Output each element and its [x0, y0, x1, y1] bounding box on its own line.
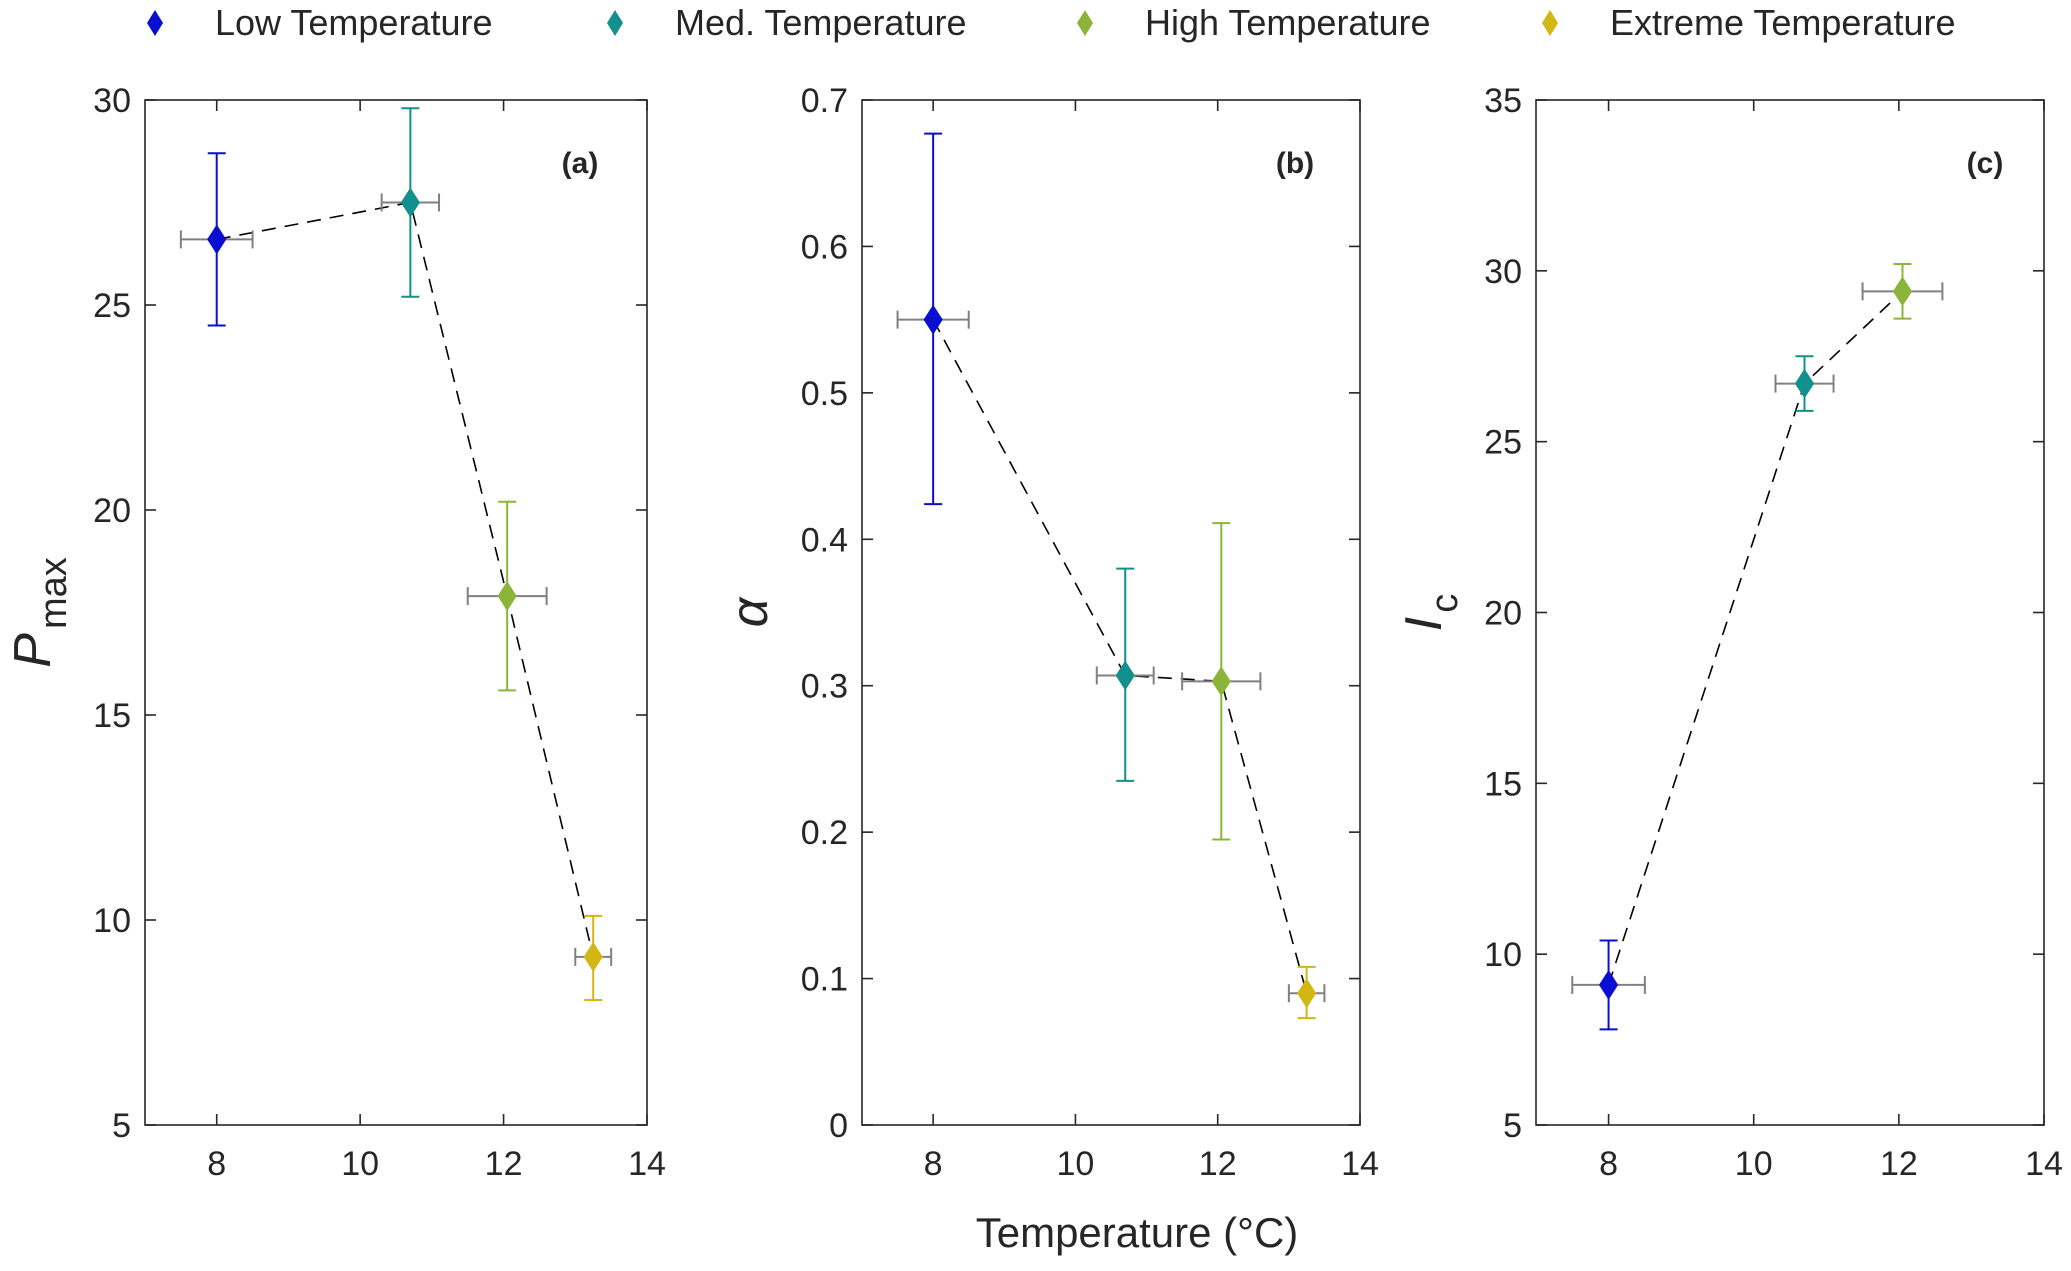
y-tick-label: 0.3 — [801, 668, 848, 706]
y-tick-label: 20 — [93, 492, 131, 530]
x-tick-label: 8 — [924, 1145, 943, 1183]
y-axis-label-sub: max — [33, 557, 75, 629]
chart-panel: 8 10 12 14 5 10 15 20 25 30 35 (c) Ic — [1395, 82, 2063, 1183]
legend: Low Temperature Med. Temperature High Temp… — [147, 2, 1955, 43]
panels: 8 10 12 14 5 10 15 20 25 30 (a) Pmax 8 10 12 14 0 0.1 0.2 0… — [4, 82, 2063, 1183]
legend-label: Extreme Temperature — [1610, 2, 1955, 43]
diamond-marker — [1297, 978, 1317, 1009]
y-tick-label: 0 — [829, 1107, 848, 1145]
legend-label: Med. Temperature — [675, 2, 966, 43]
x-axis-label: Temperature (°C) — [976, 1209, 1299, 1256]
diamond-marker — [497, 581, 517, 612]
diamond-marker — [207, 224, 227, 255]
data-point — [896, 132, 970, 506]
y-axis-label-main: I — [1395, 617, 1453, 631]
y-tick-label: 5 — [1503, 1107, 1522, 1145]
chart-panel: 8 10 12 14 0 0.1 0.2 0.3 0.4 0.5 0.6 0.7 (b) α — [721, 82, 1379, 1183]
legend-marker — [147, 10, 163, 36]
data-point — [1774, 355, 1835, 412]
legend-marker — [1077, 10, 1093, 36]
legend-label: Low Temperature — [215, 2, 493, 43]
diamond-marker — [1892, 276, 1913, 307]
diamond-marker — [923, 304, 943, 335]
data-point — [1861, 263, 1944, 320]
y-axis-label-sub: c — [1424, 594, 1466, 613]
y-tick-label: 20 — [1484, 595, 1522, 633]
data-point — [466, 500, 548, 692]
trend-line — [932, 319, 1308, 994]
y-tick-label: 0.4 — [801, 521, 848, 559]
chart-panel: 8 10 12 14 5 10 15 20 25 30 (a) Pmax — [4, 82, 666, 1183]
y-tick-label: 0.6 — [801, 228, 848, 266]
x-tick-label: 8 — [1599, 1145, 1618, 1183]
diamond-marker — [1794, 368, 1815, 399]
y-axis-label: Pmax — [4, 557, 75, 667]
data-point — [179, 152, 254, 327]
y-tick-label: 25 — [93, 287, 131, 325]
legend-label: High Temperature — [1145, 2, 1431, 43]
diamond-marker — [1598, 969, 1619, 1000]
y-tick-label: 0.5 — [801, 375, 848, 413]
y-tick-label: 15 — [93, 697, 131, 735]
x-tick-label: 10 — [341, 1145, 379, 1183]
y-axis-label-main: P — [4, 633, 62, 668]
diamond-marker — [1211, 666, 1231, 697]
x-tick-label: 12 — [1199, 1145, 1237, 1183]
panel-label: (a) — [562, 147, 599, 180]
trend-line — [1607, 290, 1904, 986]
trend-line — [216, 201, 594, 958]
y-tick-label: 15 — [1484, 765, 1522, 803]
diamond-marker — [1115, 660, 1135, 691]
data-point — [1571, 939, 1646, 1031]
legend-marker — [607, 10, 623, 36]
axes-frame — [1535, 99, 2045, 1126]
y-tick-label: 30 — [1484, 253, 1522, 291]
data-point — [574, 914, 613, 1001]
x-tick-label: 14 — [1341, 1145, 1379, 1183]
x-tick-label: 12 — [485, 1145, 523, 1183]
y-axis-label: Ic — [1395, 594, 1466, 631]
x-tick-label: 8 — [207, 1145, 226, 1183]
x-tick-label: 14 — [628, 1145, 666, 1183]
data-point — [1095, 567, 1155, 782]
axes-frame — [144, 99, 648, 1126]
x-tick-label: 10 — [1057, 1145, 1095, 1183]
panel-label: (b) — [1276, 147, 1314, 180]
data-point — [1181, 522, 1262, 841]
y-tick-label: 30 — [93, 82, 131, 120]
diamond-marker — [583, 941, 603, 972]
y-tick-label: 35 — [1484, 82, 1522, 120]
x-tick-label: 14 — [2025, 1145, 2063, 1183]
y-tick-label: 0.7 — [801, 82, 848, 120]
y-tick-label: 10 — [1484, 936, 1522, 974]
x-tick-label: 12 — [1880, 1145, 1918, 1183]
x-tick-label: 10 — [1735, 1145, 1773, 1183]
diamond-marker — [400, 187, 420, 218]
data-point — [1287, 965, 1326, 1020]
axes-frame — [861, 99, 1361, 1126]
y-tick-label: 5 — [112, 1107, 131, 1145]
y-tick-label: 25 — [1484, 424, 1522, 462]
panel-label: (c) — [1967, 147, 2004, 180]
data-point — [380, 107, 441, 298]
y-axis-label: α — [721, 596, 779, 627]
y-tick-label: 10 — [93, 902, 131, 940]
y-tick-label: 0.2 — [801, 814, 848, 852]
y-axis-label-main: α — [721, 596, 779, 627]
y-tick-label: 0.1 — [801, 961, 848, 999]
legend-marker — [1542, 10, 1558, 36]
